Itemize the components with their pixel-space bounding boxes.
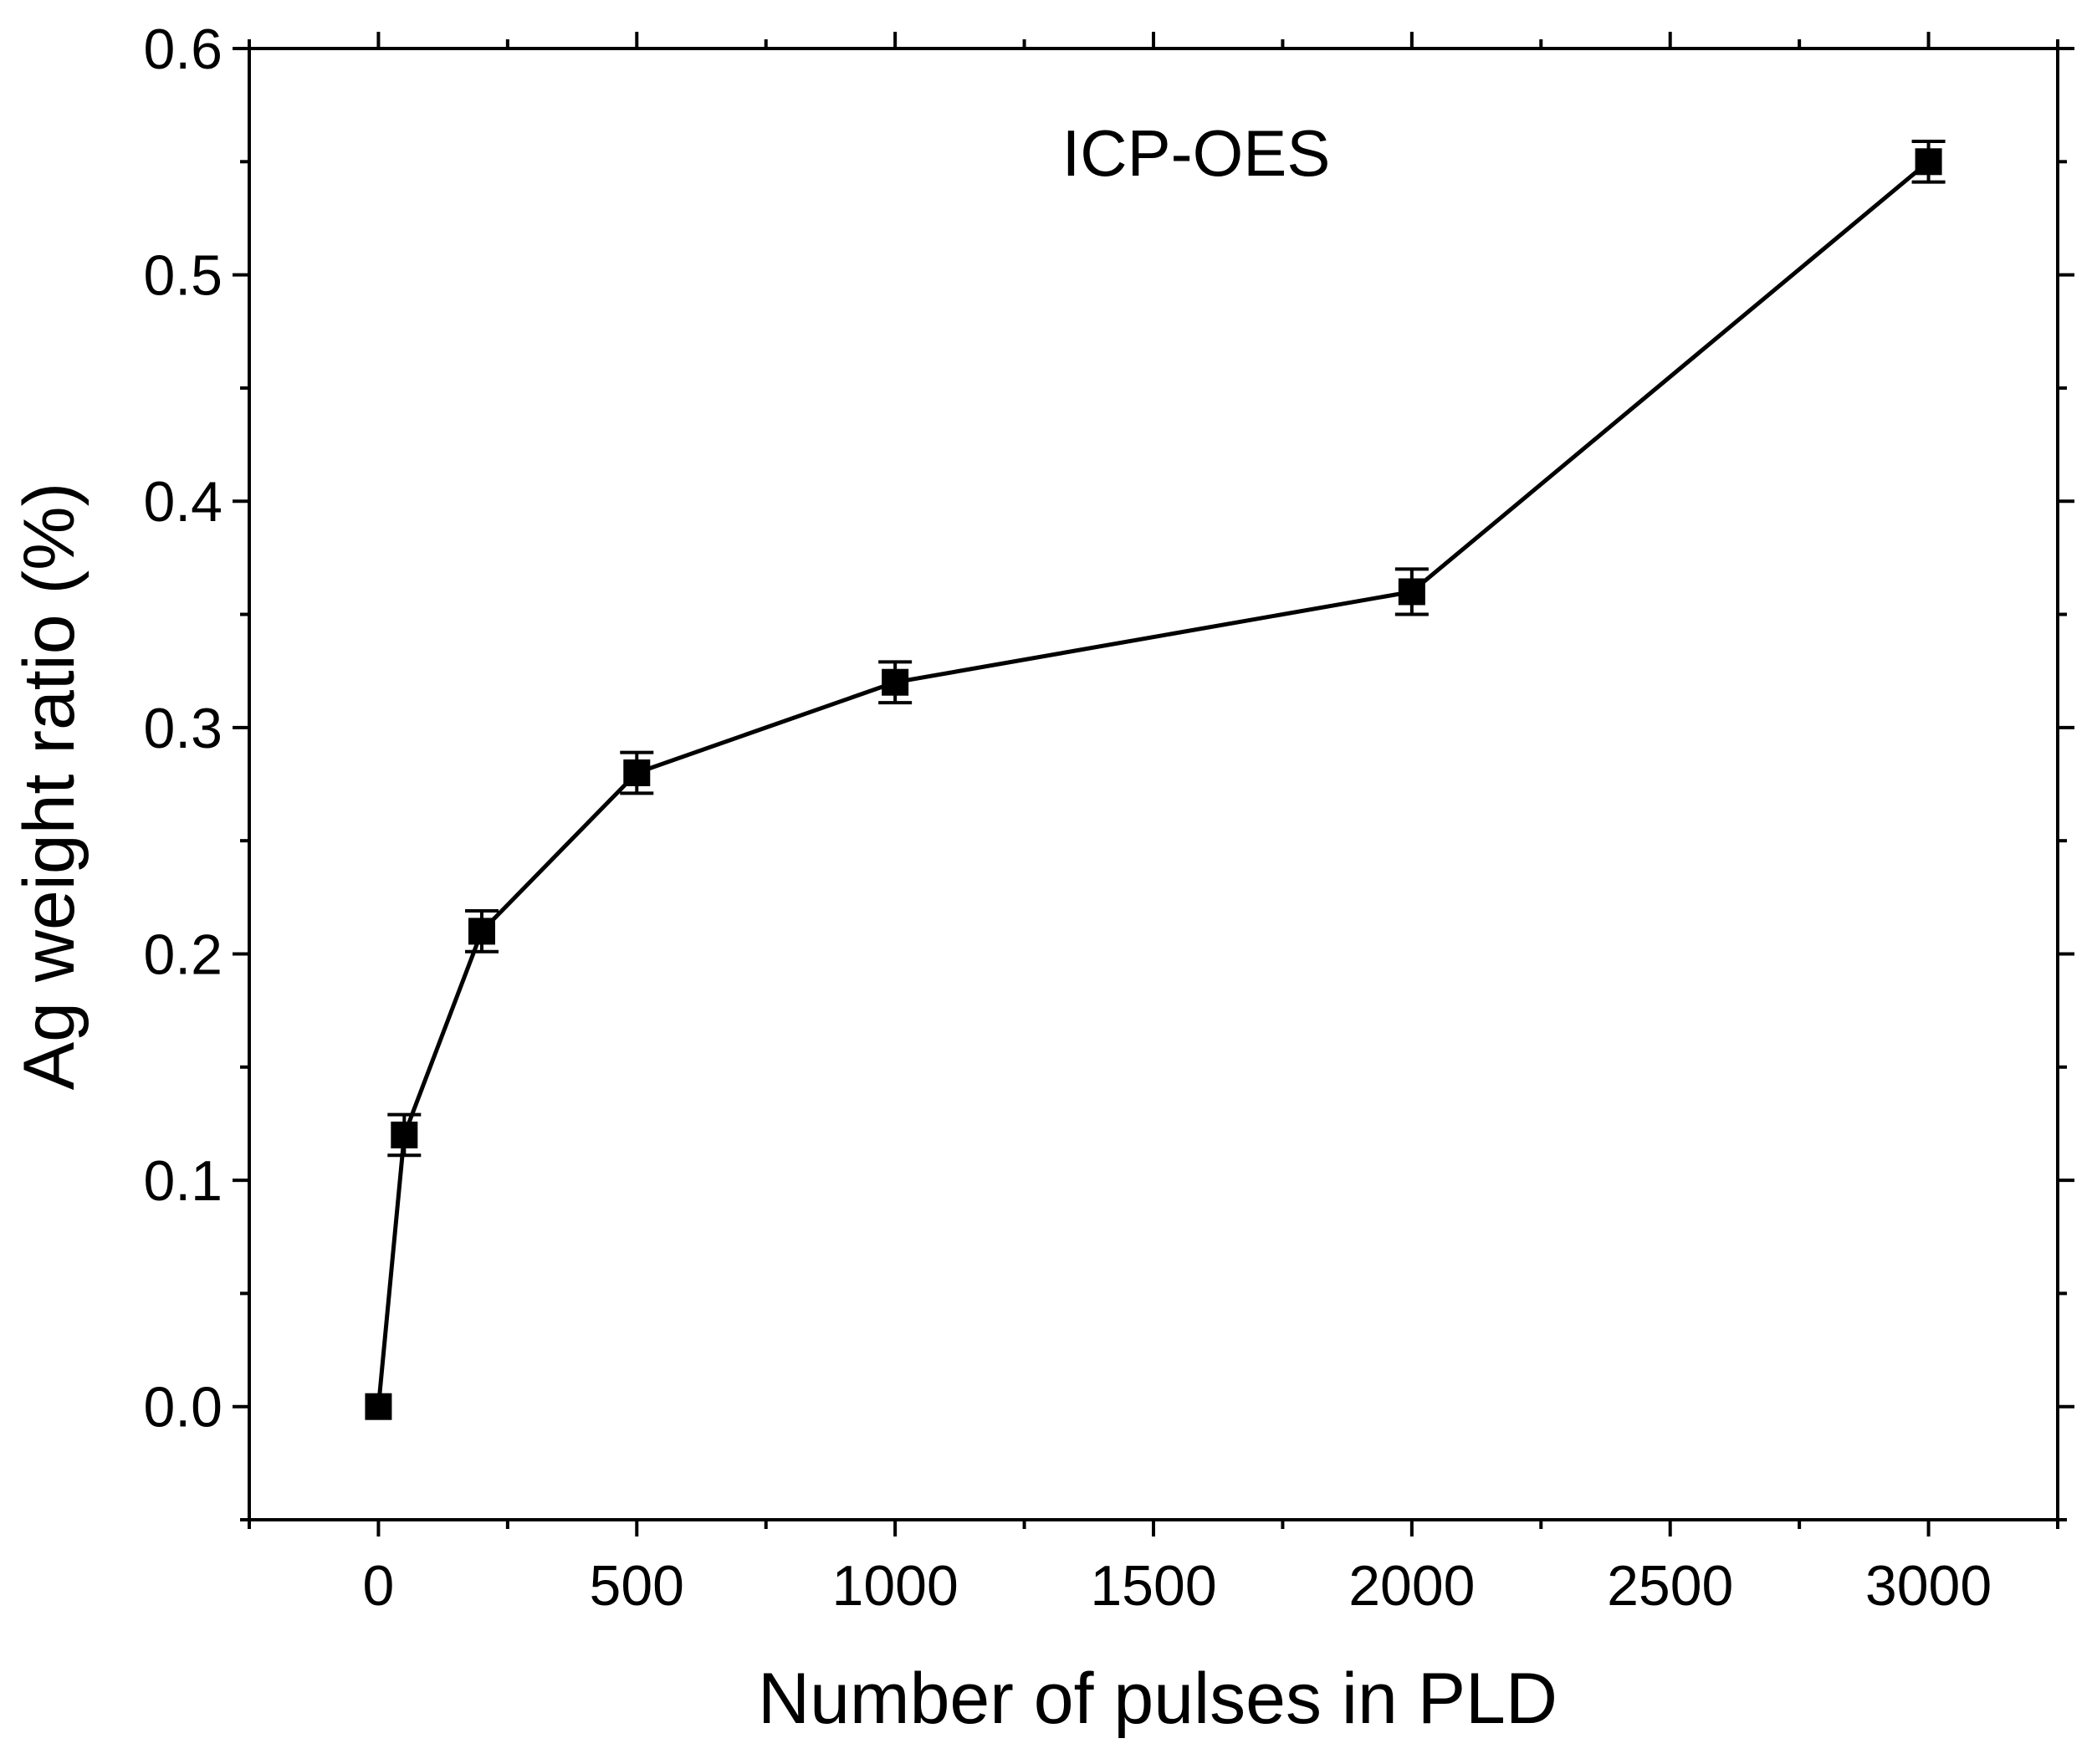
y-tick-label: 0.0 <box>143 1376 222 1439</box>
data-point-square-marker <box>882 668 909 696</box>
x-tick-label: 0 <box>363 1554 395 1618</box>
y-axis-title: Ag weight ratio (%) <box>9 483 90 1091</box>
annotation-label: ICP-OES <box>1062 116 1331 190</box>
data-point-square-marker <box>623 759 651 786</box>
data-layer <box>365 139 1946 1420</box>
y-tick-label: 0.2 <box>143 923 222 986</box>
x-tick-label: 1000 <box>832 1554 959 1618</box>
data-point-square-marker <box>365 1393 392 1420</box>
y-tick-label: 0.3 <box>143 697 222 760</box>
data-point-square-marker <box>391 1121 418 1148</box>
data-point-square-marker <box>468 918 495 945</box>
series-line <box>376 160 1931 1407</box>
x-tick-label: 2000 <box>1348 1554 1475 1618</box>
y-tick-label: 0.1 <box>143 1149 222 1213</box>
x-axis-title: Number of pulses in PLD <box>758 1659 1557 1739</box>
x-tick-label: 2500 <box>1607 1554 1733 1618</box>
y-tick-label: 0.5 <box>143 244 222 308</box>
y-tick-label: 0.6 <box>143 18 222 81</box>
x-tick-label: 1500 <box>1090 1554 1216 1618</box>
x-tick-label: 500 <box>590 1554 684 1618</box>
y-tick-label: 0.4 <box>143 470 222 534</box>
plot-frame <box>248 47 2059 1521</box>
data-point-square-marker <box>1915 148 1942 176</box>
axes-layer: 0 500 1000 1500 2000 2500 3000 0.0 0.1 0.2 0.3 0.4 0… <box>143 18 2074 1618</box>
x-tick-label: 3000 <box>1865 1554 1992 1618</box>
data-point-square-marker <box>1398 578 1425 606</box>
